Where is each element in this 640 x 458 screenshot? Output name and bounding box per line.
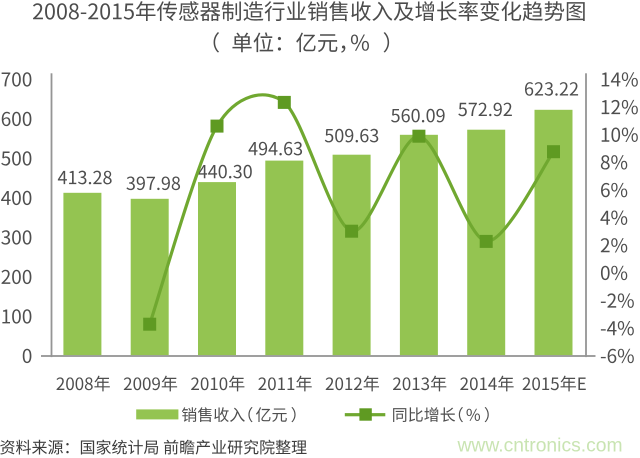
svg-text:www.cntronics.com: www.cntronics.com (457, 435, 623, 456)
